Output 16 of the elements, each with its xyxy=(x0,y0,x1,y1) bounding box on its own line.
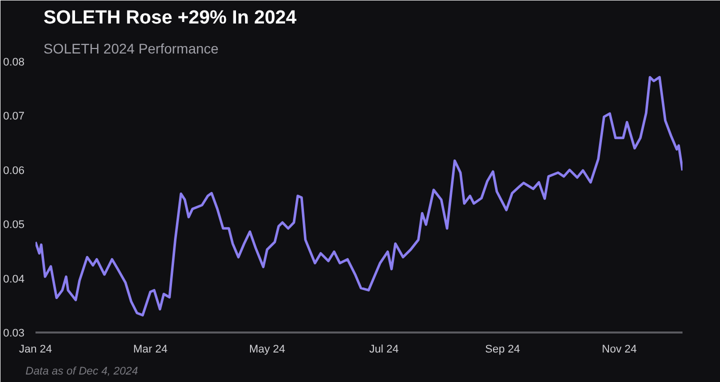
y-tick-label: 0.06 xyxy=(3,164,25,177)
x-tick-label: Mar 24 xyxy=(133,344,168,356)
y-tick-label: 0.04 xyxy=(3,273,25,286)
x-tick-label: Nov 24 xyxy=(602,344,637,356)
x-tick-label: Jul 24 xyxy=(369,344,399,356)
x-tick-label: Jan 24 xyxy=(18,344,52,356)
y-tick-label: 0.03 xyxy=(3,328,25,340)
line-series xyxy=(36,76,682,316)
chart-title: SOLETH Rose +29% In 2024 xyxy=(44,8,297,28)
chart-subtitle: SOLETH 2024 Performance xyxy=(44,40,219,56)
y-tick-label: 0.07 xyxy=(3,110,25,123)
text: Data as of Dec 4, 2024 xyxy=(26,366,138,378)
x-tick-label: May 24 xyxy=(249,344,286,356)
x-tick-label: Sep 24 xyxy=(485,344,520,356)
y-tick-label: 0.08 xyxy=(3,56,25,68)
y-tick-label: 0.05 xyxy=(3,219,25,232)
